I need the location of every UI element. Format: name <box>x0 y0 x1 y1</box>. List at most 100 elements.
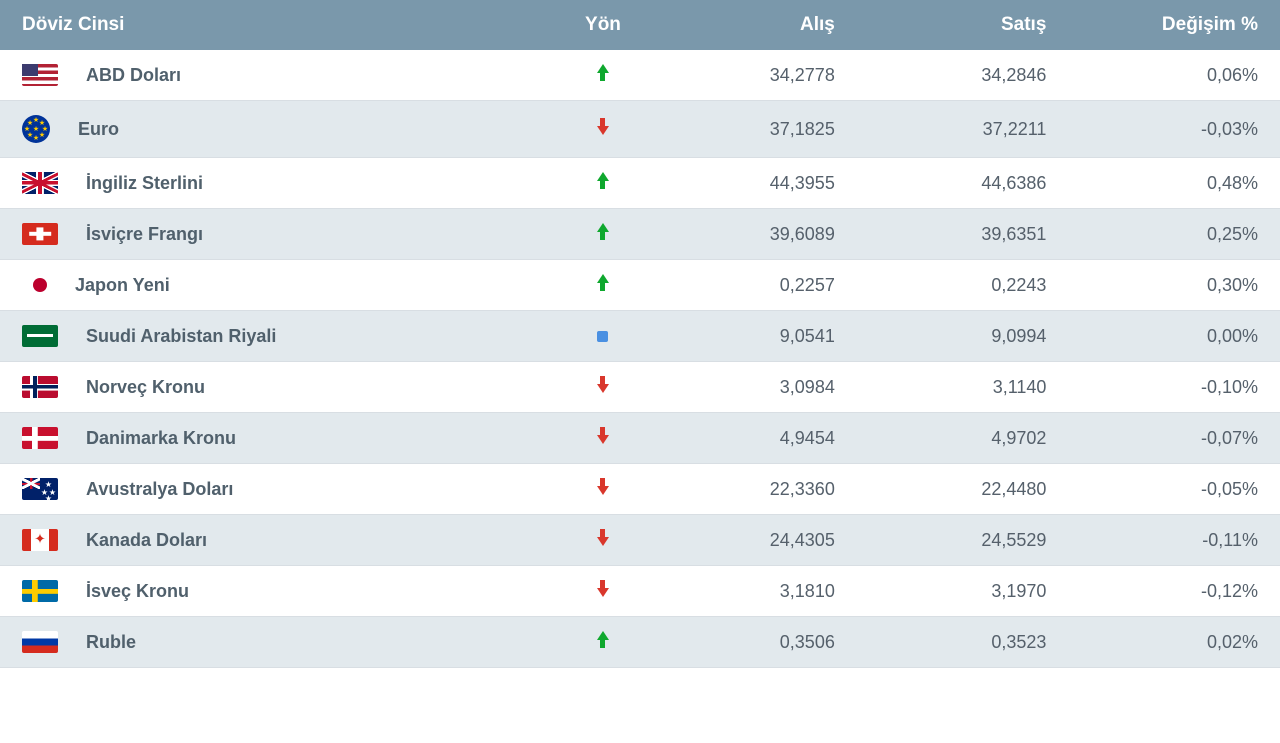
buy-value: 22,3360 <box>645 464 857 515</box>
change-value: 0,02% <box>1068 617 1280 668</box>
currency-table: Döviz Cinsi Yön Alış Satış Değişim % ABD… <box>0 0 1280 668</box>
arrow-down-icon <box>597 478 609 495</box>
arrow-up-icon <box>597 223 609 240</box>
buy-value: 0,2257 <box>645 260 857 311</box>
sell-value: 37,2211 <box>857 101 1069 158</box>
buy-value: 3,0984 <box>645 362 857 413</box>
table-row[interactable]: Ruble 0,35060,35230,02% <box>0 617 1280 668</box>
col-header-buy[interactable]: Alış <box>645 0 857 50</box>
col-header-change[interactable]: Değişim % <box>1068 0 1280 50</box>
flag-icon <box>22 325 58 347</box>
currency-name-cell: Danimarka Kronu <box>0 413 561 464</box>
currency-name-cell: İsveç Kronu <box>0 566 561 617</box>
direction-cell <box>561 260 646 311</box>
flag-icon <box>22 172 58 194</box>
arrow-up-icon <box>597 172 609 189</box>
direction-cell <box>561 413 646 464</box>
direction-cell <box>561 566 646 617</box>
change-value: 0,00% <box>1068 311 1280 362</box>
table-row[interactable]: Japon Yeni0,22570,22430,30% <box>0 260 1280 311</box>
table-row[interactable]: Euro37,182537,2211-0,03% <box>0 101 1280 158</box>
table-row[interactable]: Kanada Doları 24,430524,5529-0,11% <box>0 515 1280 566</box>
currency-name-cell: Suudi Arabistan Riyali <box>0 311 561 362</box>
currency-name-label: Kanada Doları <box>86 530 207 551</box>
currency-name-label: İsviçre Frangı <box>86 224 203 245</box>
change-value: -0,07% <box>1068 413 1280 464</box>
buy-value: 9,0541 <box>645 311 857 362</box>
table-row[interactable]: Danimarka Kronu 4,94544,9702-0,07% <box>0 413 1280 464</box>
buy-value: 44,3955 <box>645 158 857 209</box>
currency-name-cell: Euro <box>0 101 561 158</box>
currency-name-cell: İsviçre Frangı <box>0 209 561 260</box>
neutral-icon <box>597 331 608 342</box>
currency-name-label: ABD Doları <box>86 65 181 86</box>
flag-icon <box>22 580 58 602</box>
table-row[interactable]: Norveç Kronu3,09843,1140-0,10% <box>0 362 1280 413</box>
direction-cell <box>561 362 646 413</box>
table-row[interactable]: İsviçre Frangı39,608939,63510,25% <box>0 209 1280 260</box>
table-row[interactable]: ABD Doları34,277834,28460,06% <box>0 50 1280 101</box>
col-header-direction[interactable]: Yön <box>561 0 646 50</box>
currency-name-label: İngiliz Sterlini <box>86 173 203 194</box>
currency-name-label: Avustralya Doları <box>86 479 233 500</box>
currency-name-cell: Kanada Doları <box>0 515 561 566</box>
arrow-down-icon <box>597 118 609 135</box>
buy-value: 24,4305 <box>645 515 857 566</box>
direction-cell <box>561 50 646 101</box>
table-row[interactable]: Avustralya Doları 22,336022,4480-0,05% <box>0 464 1280 515</box>
arrow-down-icon <box>597 529 609 546</box>
change-value: -0,03% <box>1068 101 1280 158</box>
table-row[interactable]: İngiliz Sterlini 44,395544,63860,48% <box>0 158 1280 209</box>
change-value: 0,48% <box>1068 158 1280 209</box>
sell-value: 44,6386 <box>857 158 1069 209</box>
change-value: -0,11% <box>1068 515 1280 566</box>
table-row[interactable]: Suudi Arabistan Riyali9,05419,09940,00% <box>0 311 1280 362</box>
table-row[interactable]: İsveç Kronu 3,18103,1970-0,12% <box>0 566 1280 617</box>
currency-name-label: Japon Yeni <box>75 275 170 296</box>
currency-name-cell: ABD Doları <box>0 50 561 101</box>
buy-value: 0,3506 <box>645 617 857 668</box>
flag-icon <box>22 64 58 86</box>
currency-name-label: İsveç Kronu <box>86 581 189 602</box>
col-header-sell[interactable]: Satış <box>857 0 1069 50</box>
direction-cell <box>561 515 646 566</box>
buy-value: 4,9454 <box>645 413 857 464</box>
direction-cell <box>561 311 646 362</box>
arrow-up-icon <box>597 274 609 291</box>
sell-value: 0,3523 <box>857 617 1069 668</box>
change-value: 0,30% <box>1068 260 1280 311</box>
change-value: -0,05% <box>1068 464 1280 515</box>
flag-icon <box>22 478 58 500</box>
currency-name-label: Norveç Kronu <box>86 377 205 398</box>
sell-value: 24,5529 <box>857 515 1069 566</box>
flag-icon <box>22 115 50 143</box>
currency-name-cell: İngiliz Sterlini <box>0 158 561 209</box>
currency-name-label: Euro <box>78 119 119 140</box>
sell-value: 39,6351 <box>857 209 1069 260</box>
buy-value: 39,6089 <box>645 209 857 260</box>
flag-icon <box>22 631 58 653</box>
buy-value: 3,1810 <box>645 566 857 617</box>
direction-cell <box>561 209 646 260</box>
arrow-down-icon <box>597 427 609 444</box>
currency-name-label: Danimarka Kronu <box>86 428 236 449</box>
sell-value: 3,1970 <box>857 566 1069 617</box>
flag-icon <box>33 278 47 292</box>
buy-value: 34,2778 <box>645 50 857 101</box>
flag-icon <box>22 529 58 551</box>
sell-value: 22,4480 <box>857 464 1069 515</box>
currency-name-cell: Norveç Kronu <box>0 362 561 413</box>
arrow-down-icon <box>597 580 609 597</box>
currency-name-label: Suudi Arabistan Riyali <box>86 326 276 347</box>
change-value: -0,12% <box>1068 566 1280 617</box>
col-header-name[interactable]: Döviz Cinsi <box>0 0 561 50</box>
direction-cell <box>561 101 646 158</box>
arrow-up-icon <box>597 64 609 81</box>
sell-value: 3,1140 <box>857 362 1069 413</box>
currency-name-cell: Ruble <box>0 617 561 668</box>
sell-value: 4,9702 <box>857 413 1069 464</box>
sell-value: 34,2846 <box>857 50 1069 101</box>
direction-cell <box>561 617 646 668</box>
table-body: ABD Doları34,277834,28460,06%Euro37,1825… <box>0 50 1280 668</box>
currency-name-cell: Avustralya Doları <box>0 464 561 515</box>
